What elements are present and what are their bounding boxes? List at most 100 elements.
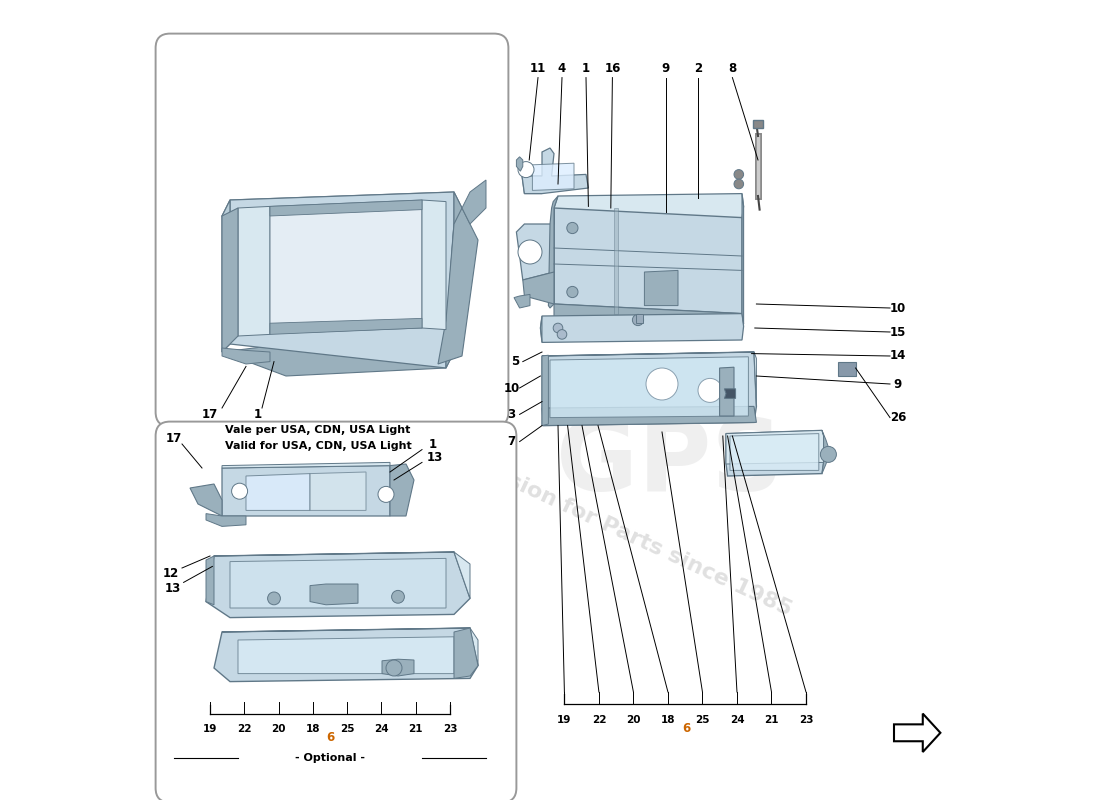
Polygon shape xyxy=(438,208,478,364)
Text: 10: 10 xyxy=(890,302,906,314)
Polygon shape xyxy=(522,176,542,194)
Text: 26: 26 xyxy=(890,411,906,424)
Polygon shape xyxy=(390,464,414,516)
Text: 6: 6 xyxy=(682,722,690,734)
Polygon shape xyxy=(550,357,748,418)
Circle shape xyxy=(392,590,405,603)
Circle shape xyxy=(734,170,744,179)
Text: 14: 14 xyxy=(890,350,906,362)
Polygon shape xyxy=(190,484,222,516)
Text: 19: 19 xyxy=(202,724,217,734)
Polygon shape xyxy=(206,514,246,526)
Polygon shape xyxy=(310,584,358,605)
Polygon shape xyxy=(542,355,549,426)
Polygon shape xyxy=(214,628,478,682)
Polygon shape xyxy=(554,304,744,324)
Polygon shape xyxy=(270,200,422,334)
Text: 1: 1 xyxy=(582,62,590,74)
Polygon shape xyxy=(222,200,230,352)
Text: 1: 1 xyxy=(254,408,262,421)
Polygon shape xyxy=(270,200,422,216)
Text: 13: 13 xyxy=(164,582,180,594)
Text: 23: 23 xyxy=(799,715,813,725)
Text: 9: 9 xyxy=(894,378,902,390)
Polygon shape xyxy=(514,294,530,308)
Circle shape xyxy=(386,660,402,676)
Circle shape xyxy=(518,162,534,178)
Text: 10: 10 xyxy=(504,382,519,394)
Circle shape xyxy=(632,314,644,326)
Polygon shape xyxy=(214,552,470,598)
Circle shape xyxy=(558,330,566,339)
Polygon shape xyxy=(382,659,414,676)
Polygon shape xyxy=(726,430,824,476)
Text: 13: 13 xyxy=(427,451,443,464)
Text: 21: 21 xyxy=(764,715,779,725)
Text: Passion for Parts since 1985: Passion for Parts since 1985 xyxy=(464,452,795,620)
Text: Valid for USA, CDN, USA Light: Valid for USA, CDN, USA Light xyxy=(224,442,411,451)
Polygon shape xyxy=(222,462,390,468)
Circle shape xyxy=(698,378,722,402)
Polygon shape xyxy=(725,389,736,398)
Polygon shape xyxy=(754,120,762,128)
Polygon shape xyxy=(719,367,734,416)
Polygon shape xyxy=(454,628,478,678)
Text: 17: 17 xyxy=(166,432,183,445)
Text: 7: 7 xyxy=(507,435,516,448)
Polygon shape xyxy=(532,163,574,190)
Text: 1: 1 xyxy=(429,438,438,451)
Text: 15: 15 xyxy=(890,326,906,338)
Polygon shape xyxy=(230,558,446,608)
Text: 3: 3 xyxy=(507,408,516,421)
Text: 17: 17 xyxy=(202,408,218,421)
Polygon shape xyxy=(222,208,238,352)
Circle shape xyxy=(378,486,394,502)
Text: 20: 20 xyxy=(272,724,286,734)
Circle shape xyxy=(566,222,578,234)
Polygon shape xyxy=(542,352,757,406)
Text: 22: 22 xyxy=(592,715,606,725)
Polygon shape xyxy=(238,637,454,674)
Polygon shape xyxy=(222,348,270,364)
Polygon shape xyxy=(462,180,486,224)
Polygon shape xyxy=(522,272,554,304)
Text: 18: 18 xyxy=(306,724,320,734)
Text: 24: 24 xyxy=(374,724,388,734)
Polygon shape xyxy=(549,196,558,308)
Text: 23: 23 xyxy=(442,724,458,734)
Text: 25: 25 xyxy=(340,724,354,734)
Text: Vale per USA, CDN, USA Light: Vale per USA, CDN, USA Light xyxy=(226,426,410,435)
Polygon shape xyxy=(238,206,270,336)
Circle shape xyxy=(566,286,578,298)
Text: - Optional -: - Optional - xyxy=(295,754,365,763)
Text: 4: 4 xyxy=(558,62,566,74)
Polygon shape xyxy=(422,200,446,330)
Polygon shape xyxy=(822,430,830,474)
Polygon shape xyxy=(270,318,422,334)
Polygon shape xyxy=(222,628,478,666)
Polygon shape xyxy=(310,472,366,510)
Circle shape xyxy=(518,240,542,264)
Text: 20: 20 xyxy=(626,715,640,725)
Polygon shape xyxy=(894,714,940,752)
Text: 6: 6 xyxy=(326,731,334,744)
Polygon shape xyxy=(730,434,818,470)
Polygon shape xyxy=(222,466,390,516)
Polygon shape xyxy=(222,336,454,376)
Text: GPS: GPS xyxy=(557,415,783,513)
Polygon shape xyxy=(554,194,744,220)
Polygon shape xyxy=(522,148,588,194)
FancyBboxPatch shape xyxy=(155,34,508,426)
Polygon shape xyxy=(222,192,462,232)
Circle shape xyxy=(232,483,248,499)
Circle shape xyxy=(734,179,744,189)
Circle shape xyxy=(821,446,836,462)
Text: 12: 12 xyxy=(163,567,179,580)
Text: 21: 21 xyxy=(408,724,424,734)
Text: 19: 19 xyxy=(558,715,572,725)
Polygon shape xyxy=(614,208,618,314)
Polygon shape xyxy=(540,314,744,342)
Circle shape xyxy=(646,368,678,400)
Polygon shape xyxy=(742,194,744,324)
Polygon shape xyxy=(516,208,554,280)
